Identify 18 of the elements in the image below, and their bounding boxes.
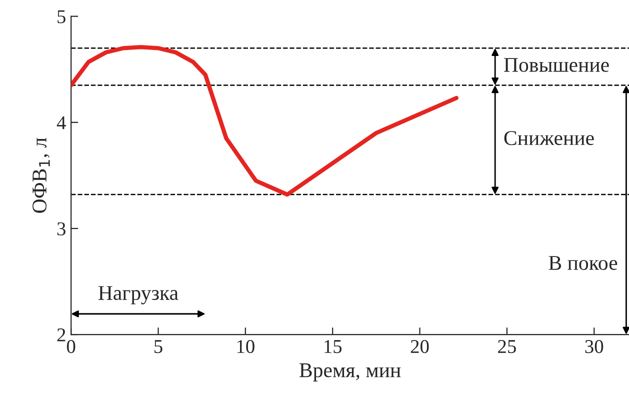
x-tick-label: 20 <box>410 340 429 354</box>
x-axis-title: Время, мин <box>300 363 401 382</box>
annotation: Нагрузка <box>98 286 178 304</box>
x-tick-label: 10 <box>237 340 254 354</box>
x-tick-label: 25 <box>498 340 516 354</box>
annotation: Повышение <box>504 58 609 72</box>
y-tick-label: 5 <box>58 10 66 24</box>
x-tick-label: 0 <box>66 340 76 354</box>
line-series <box>71 45 458 197</box>
x-tick-label: 15 <box>324 340 342 354</box>
y-tick-label: 4 <box>56 116 66 130</box>
annotation: В покое <box>548 256 618 270</box>
y-tick-label: 3 <box>57 222 66 236</box>
annotation: Снижение <box>504 131 594 146</box>
x-tick-label: 5 <box>154 340 162 354</box>
y-axis-title: ОФВ$_{1}$, л <box>32 138 50 213</box>
y-tick-label: 2 <box>57 328 66 342</box>
x-tick-label: 30 <box>585 340 604 354</box>
